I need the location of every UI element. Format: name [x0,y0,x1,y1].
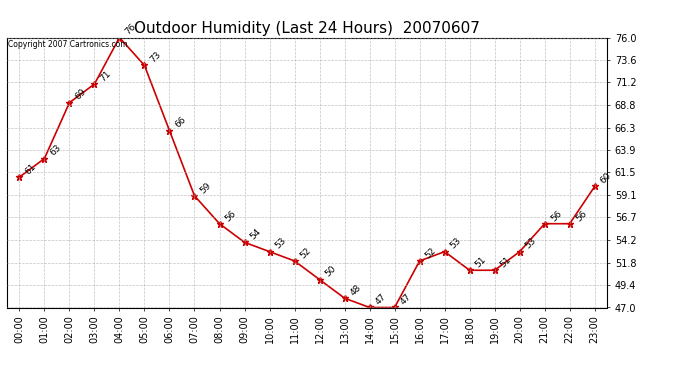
Text: 54: 54 [248,227,263,242]
Text: 48: 48 [348,283,363,297]
Text: 47: 47 [399,292,413,307]
Text: 56: 56 [549,209,563,223]
Text: 53: 53 [274,236,288,251]
Text: 50: 50 [324,264,338,279]
Text: 51: 51 [474,255,489,270]
Text: 47: 47 [374,292,388,307]
Text: 56: 56 [224,209,238,223]
Text: 52: 52 [424,246,438,260]
Text: 52: 52 [299,246,313,260]
Text: 66: 66 [174,116,188,130]
Text: Copyright 2007 Cartronics.com: Copyright 2007 Cartronics.com [8,40,128,49]
Text: 61: 61 [23,162,38,176]
Text: 59: 59 [199,180,213,195]
Text: 63: 63 [48,143,63,158]
Text: 53: 53 [524,236,538,251]
Text: 71: 71 [99,69,113,83]
Text: 56: 56 [574,209,589,223]
Text: 76: 76 [124,22,138,37]
Text: 53: 53 [448,236,463,251]
Text: 69: 69 [74,87,88,102]
Title: Outdoor Humidity (Last 24 Hours)  20070607: Outdoor Humidity (Last 24 Hours) 2007060… [134,21,480,36]
Text: 51: 51 [499,255,513,270]
Text: 60: 60 [599,171,613,186]
Text: 73: 73 [148,50,163,64]
